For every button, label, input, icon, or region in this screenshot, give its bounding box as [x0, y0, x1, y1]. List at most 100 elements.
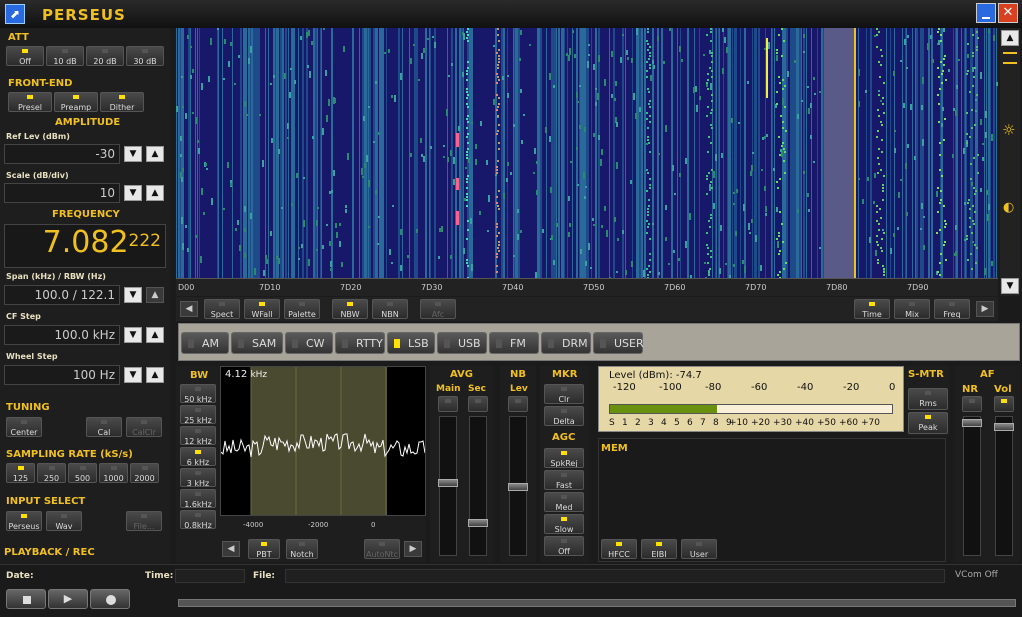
af-nr-knob[interactable]	[962, 419, 982, 427]
tuning-calclr-button[interactable]: CalClr	[126, 417, 162, 437]
stop-button[interactable]	[6, 589, 46, 609]
scale-up[interactable]: ▲	[146, 185, 164, 201]
input-perseus-button[interactable]: Perseus	[6, 511, 42, 531]
avg-main-knob[interactable]	[438, 479, 458, 487]
sampling-3-button[interactable]: 1000	[99, 463, 128, 483]
avg-main-slider[interactable]	[438, 416, 458, 556]
avg-main-toggle[interactable]	[438, 396, 458, 412]
mode-rtty-button[interactable]: RTTY	[335, 332, 385, 354]
mem-user-button[interactable]: User	[681, 539, 717, 559]
nb-toggle[interactable]	[508, 396, 528, 412]
bw-display[interactable]: 4.12 kHz	[220, 366, 426, 516]
waterfall[interactable]	[176, 28, 998, 278]
span-down[interactable]: ▼	[124, 287, 142, 303]
frontend-1-button[interactable]: Preamp	[54, 92, 98, 112]
playback-position[interactable]	[178, 599, 1016, 607]
mem-hfcc-button[interactable]: HFCC	[601, 539, 637, 559]
tuning-center-button[interactable]: Center	[6, 417, 42, 437]
bw-left-arrow[interactable]: ◀	[222, 541, 240, 557]
wheel-step-down[interactable]: ▼	[124, 367, 142, 383]
spectrum-right-arrow[interactable]: ▶	[976, 301, 994, 317]
ref-level-up[interactable]: ▲	[146, 146, 164, 162]
bw-4-button[interactable]: 3 kHz	[180, 468, 216, 487]
spectrum-afc-button[interactable]: Afc	[420, 299, 456, 319]
frontend-0-button[interactable]: Presel	[8, 92, 52, 112]
spectrum-time-button[interactable]: Time	[854, 299, 890, 319]
spectrum-left-arrow[interactable]: ◀	[180, 301, 198, 317]
play-button[interactable]: ▶	[48, 589, 88, 609]
span-field[interactable]: 100.0 / 122.1	[4, 285, 120, 305]
scale-down[interactable]: ▼	[124, 185, 142, 201]
agc-med-button[interactable]: Med	[544, 492, 584, 512]
smtr-rms-button[interactable]: Rms	[908, 388, 948, 410]
wheel-step-up[interactable]: ▲	[146, 367, 164, 383]
minimize-button[interactable]	[976, 3, 996, 23]
input-wav-button[interactable]: Wav	[46, 511, 82, 531]
spectrum-spect-button[interactable]: Spect	[204, 299, 240, 319]
nb-level-knob[interactable]	[508, 483, 528, 491]
sampling-4-button[interactable]: 2000	[130, 463, 159, 483]
spectrum-freq-button[interactable]: Freq	[934, 299, 970, 319]
att-2-button[interactable]: 20 dB	[86, 46, 124, 66]
att-1-button[interactable]: 10 dB	[46, 46, 84, 66]
bw-3-button[interactable]: 6 kHz	[180, 447, 216, 466]
brightness-icon[interactable]: ☼	[1002, 121, 1016, 139]
avg-sec-slider[interactable]	[468, 416, 488, 556]
mode-usb-button[interactable]: USB	[437, 332, 487, 354]
cf-step-up[interactable]: ▲	[146, 327, 164, 343]
spectrum-palette-button[interactable]: Palette	[284, 299, 320, 319]
ref-level-down[interactable]: ▼	[124, 146, 142, 162]
avg-sec-toggle[interactable]	[468, 396, 488, 412]
cf-step-down[interactable]: ▼	[124, 327, 142, 343]
bw-right-arrow[interactable]: ▶	[404, 541, 422, 557]
tuning-cal-button[interactable]: Cal	[86, 417, 122, 437]
contrast-icon[interactable]: ◐	[1003, 200, 1015, 215]
sampling-2-button[interactable]: 500	[68, 463, 97, 483]
ref-level-field[interactable]: -30	[4, 144, 120, 164]
bw-6-button[interactable]: 0.8kHz	[180, 510, 216, 529]
avg-sec-knob[interactable]	[468, 519, 488, 527]
span-up[interactable]: ▲	[146, 287, 164, 303]
zoom-lines-icon[interactable]	[1003, 52, 1017, 64]
record-button[interactable]	[90, 589, 130, 609]
agc-slow-button[interactable]: Slow	[544, 514, 584, 534]
af-vol-knob[interactable]	[994, 423, 1014, 431]
bw-pbt-button[interactable]: PBT	[248, 539, 280, 559]
spectrum-nbn-button[interactable]: NBN	[372, 299, 408, 319]
bw-autontc-button[interactable]: AutoNtc	[364, 539, 400, 559]
app-icon[interactable]: ⬈	[5, 4, 25, 24]
agc-off-button[interactable]: Off	[544, 536, 584, 556]
af-vol-slider[interactable]	[994, 416, 1014, 556]
spectrum-wfall-button[interactable]: WFall	[244, 299, 280, 319]
mem-list[interactable]	[599, 457, 945, 537]
mem-eibi-button[interactable]: EIBI	[641, 539, 677, 559]
nb-level-slider[interactable]	[508, 416, 528, 556]
right-scrollbar[interactable]: ▲ ☼ ◐ ▼	[1000, 28, 1020, 296]
spectrum-mix-button[interactable]: Mix	[894, 299, 930, 319]
mkr-delta-button[interactable]: Delta	[544, 406, 584, 426]
mkr-clr-button[interactable]: Clr	[544, 384, 584, 404]
af-nr-slider[interactable]	[962, 416, 982, 556]
af-vol-toggle[interactable]	[994, 396, 1014, 412]
scroll-down-button[interactable]: ▼	[1001, 278, 1019, 294]
waterfall-area[interactable]	[176, 28, 998, 278]
mode-cw-button[interactable]: CW	[285, 332, 333, 354]
sampling-1-button[interactable]: 250	[37, 463, 66, 483]
bw-5-button[interactable]: 1.6kHz	[180, 489, 216, 508]
mode-sam-button[interactable]: SAM	[231, 332, 283, 354]
scroll-up-button[interactable]: ▲	[1001, 30, 1019, 46]
close-button[interactable]: ✕	[998, 3, 1018, 23]
spectrum-nbw-button[interactable]: NBW	[332, 299, 368, 319]
mode-drm-button[interactable]: DRM	[541, 332, 591, 354]
att-3-button[interactable]: 30 dB	[126, 46, 164, 66]
agc-spkrej-button[interactable]: SpkRej	[544, 448, 584, 468]
cf-step-field[interactable]: 100.0 kHz	[4, 325, 120, 345]
bw-2-button[interactable]: 12 kHz	[180, 426, 216, 445]
mode-am-button[interactable]: AM	[181, 332, 229, 354]
bw-notch-button[interactable]: Notch	[286, 539, 318, 559]
mode-lsb-button[interactable]: LSB	[387, 332, 435, 354]
frontend-2-button[interactable]: Dither	[100, 92, 144, 112]
smtr-peak-button[interactable]: Peak	[908, 412, 948, 434]
mode-user-button[interactable]: USER	[593, 332, 644, 354]
agc-fast-button[interactable]: Fast	[544, 470, 584, 490]
